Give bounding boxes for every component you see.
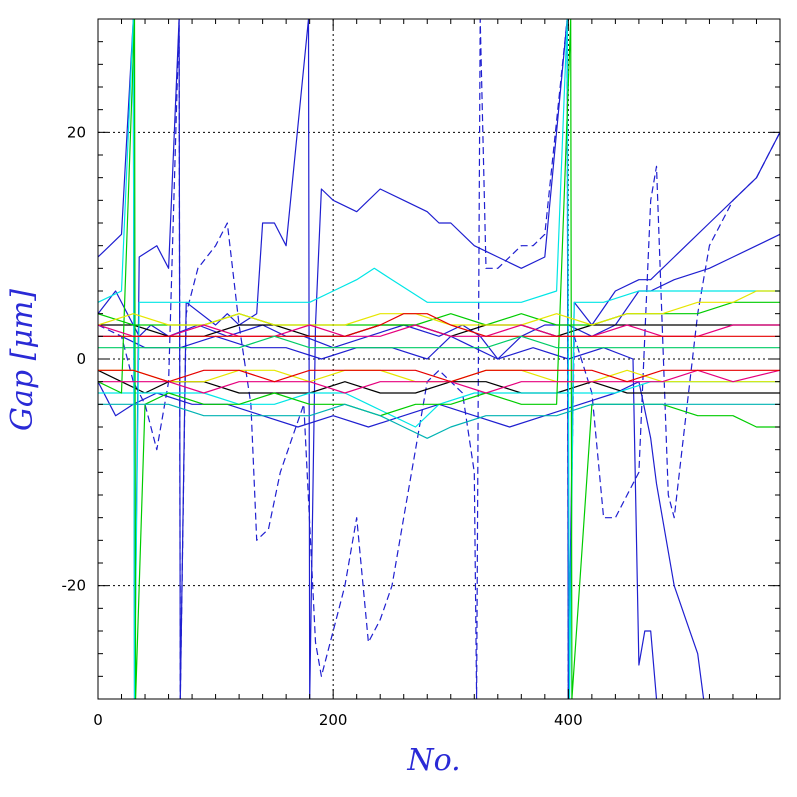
series-line-2: [98, 233, 780, 360]
series-line-3: [98, 19, 780, 699]
series-line-18: [98, 403, 780, 439]
tick-labels: 0 200 400 -20 0 20: [62, 123, 583, 729]
y-tick-label: 0: [76, 350, 86, 368]
series-line-15: [98, 369, 780, 394]
series-line-17: [98, 369, 780, 383]
plot-area: [97, 18, 781, 700]
y-tick-label: 20: [67, 123, 86, 141]
series-line-8: [98, 19, 780, 699]
series-line-19: [98, 335, 780, 349]
x-tick-label: 0: [93, 711, 103, 729]
y-tick-label: -20: [62, 577, 87, 595]
series-line-16: [98, 313, 780, 337]
plot-frame: [97, 18, 781, 700]
axis-ticks: [97, 18, 781, 700]
series-line-14: [98, 324, 780, 337]
y-axis-title: Gap [μm]: [5, 289, 40, 431]
x-axis-title: No.: [406, 743, 460, 778]
x-tick-label: 200: [319, 711, 348, 729]
x-tick-label: 400: [554, 711, 583, 729]
series-line-4: [98, 381, 705, 699]
series-line-1: [98, 19, 780, 699]
series-lines: [98, 19, 780, 699]
